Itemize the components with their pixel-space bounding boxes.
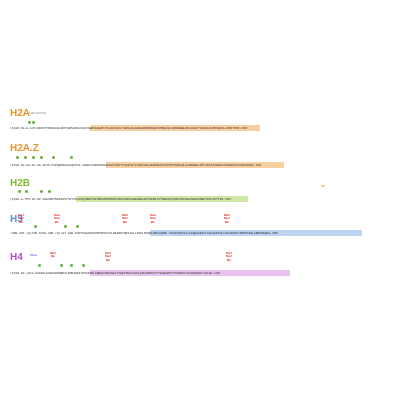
me-stack-k59: Me3 Me2 Me xyxy=(226,251,232,262)
track-title-h4: H4 xyxy=(10,252,23,263)
sequence-bar-h2b: (S)HN·A·TPS·SA·AP·AGEKKRTNKRTESYSVYVKVLK… xyxy=(10,196,382,202)
me-stack-k27: Me3 Me2 Me xyxy=(122,213,128,224)
me-label: Me xyxy=(224,219,229,224)
sequence-text-h4: (S)HN·SG·(R)G·KGGKGLGKGGAKRHRKVLRDNIQGIT… xyxy=(10,271,222,275)
me2-label: Me2 xyxy=(226,254,232,259)
me-stack-k20: Me3 Me2 Me xyxy=(105,251,111,262)
track-h2b: H2B Ub (S)HN·A·TPS·SA·AP·AGEKKRTNKRTESYS… xyxy=(10,178,390,208)
fold-region-h2az xyxy=(106,162,284,168)
sequence-bar-h2a: (S)HN·SG·G·G(R)GKKSTTRSAKAGLQFPVGRVGRFLK… xyxy=(10,125,382,131)
sequence-bar-h2az: (S)HN·SG·GG·GG·GG·APTS·KAPQDKSKAGLQFPVG·… xyxy=(10,162,382,168)
me-label: Me xyxy=(54,219,59,224)
ac-marker xyxy=(64,225,67,228)
track-h3: H3 Me3 Me2 Me Me3 Me2 Me Me3 Me2 Me Me3 … xyxy=(10,212,390,248)
me3-label: Me3 xyxy=(18,213,24,217)
me3-label: Me3 xyxy=(54,213,60,217)
me-label: Me xyxy=(226,257,231,262)
track-h2a: H2A canonical (S)HN·SG·G·G(R)GKKSTTRSAKA… xyxy=(10,108,390,138)
me2-label: Me2 xyxy=(50,251,56,255)
me-stack-k79: Me3 Me2 Me xyxy=(224,213,230,224)
fold-region-h4 xyxy=(90,270,290,276)
ac-marker xyxy=(48,190,51,193)
phos-label: Phos xyxy=(30,253,38,257)
ac-marker xyxy=(40,156,43,159)
sequence-bar-h3: ⁺H3N·ART·(Q)TAR·STGG·APR·(Q)LAT·AAR·SAPT… xyxy=(10,230,382,236)
ac-marker xyxy=(76,225,79,228)
ac-marker xyxy=(18,190,21,193)
me3-label: Me3 xyxy=(150,213,156,217)
fold-region-h2b xyxy=(76,196,248,202)
me-label: Me xyxy=(150,219,155,224)
ac-marker xyxy=(25,190,28,193)
me3-label: Me3 xyxy=(224,213,230,217)
me2-label: Me2 xyxy=(122,216,128,221)
fold-region-h3 xyxy=(150,230,362,236)
ac-marker xyxy=(52,156,55,159)
ac-marker xyxy=(28,121,31,124)
me-stack-r3: Me2 Me xyxy=(50,251,56,259)
sequence-bar-h4: (S)HN·SG·(R)G·KGGKGLGKGGAKRHRKVLRDNIQGIT… xyxy=(10,270,382,276)
track-title-h2b: H2B xyxy=(10,178,31,189)
me3-label: Me3 xyxy=(105,251,111,255)
track-title-h3: H3 xyxy=(10,214,23,225)
ac-marker xyxy=(40,190,43,193)
ac-marker xyxy=(60,264,63,267)
me3-label: Me3 xyxy=(122,213,128,217)
track-title-h2az: H2A.Z xyxy=(10,143,39,154)
ac-marker xyxy=(32,121,35,124)
me2-label: Me2 xyxy=(18,216,24,221)
ac-marker xyxy=(24,156,27,159)
sequence-text-h2az: (S)HN·SG·GG·GG·GG·APTS·KAPQDKSKAGLQFPVG·… xyxy=(10,163,263,167)
ac-marker xyxy=(34,225,37,228)
me-label: Me xyxy=(105,257,110,262)
ac-marker xyxy=(82,264,85,267)
sequence-text-h2a: (S)HN·SG·G·G(R)GKKSTTRSAKAGLQFPVGRVGRFLK… xyxy=(10,126,249,130)
ub-label: Ub xyxy=(321,184,325,188)
me2-label: Me2 xyxy=(224,216,230,221)
ac-marker xyxy=(32,156,35,159)
me2-label: Me2 xyxy=(54,216,60,221)
sequence-text-h3: ⁺H3N·ART·(Q)TAR·STGG·APR·(Q)LAT·AAR·SAPT… xyxy=(10,231,280,235)
sequence-text-h2b: (S)HN·A·TPS·SA·AP·AGEKKRTNKRTESYSVYVKVLK… xyxy=(10,197,233,201)
me-stack-k9: Me3 Me2 Me xyxy=(54,213,60,224)
fold-region-h2a xyxy=(90,125,260,131)
track-h2az: H2A.Z (S)HN·SG·GG·GG·GG·APTS·KAPQDKSKAGL… xyxy=(10,143,390,173)
ac-marker xyxy=(16,156,19,159)
me-stack-k36: Me3 Me2 Me xyxy=(150,213,156,224)
track-title-h2a: H2A xyxy=(10,108,31,119)
me2-label: Me2 xyxy=(150,216,156,221)
me-stack-k4: Me3 Me2 Me xyxy=(18,213,24,224)
me-label: Me xyxy=(18,219,23,224)
me3-label: Me3 xyxy=(226,251,232,255)
ac-marker xyxy=(38,264,41,267)
ac-marker xyxy=(70,156,73,159)
ac-marker xyxy=(70,264,73,267)
me2-label: Me2 xyxy=(105,254,111,259)
track-subtitle-h2a: canonical xyxy=(29,110,46,115)
me-label: Me xyxy=(50,254,55,259)
track-h4: H4 Phos Me2 Me Me3 Me2 Me Me3 Me2 Me (S)… xyxy=(10,250,390,286)
me-label: Me xyxy=(122,219,127,224)
